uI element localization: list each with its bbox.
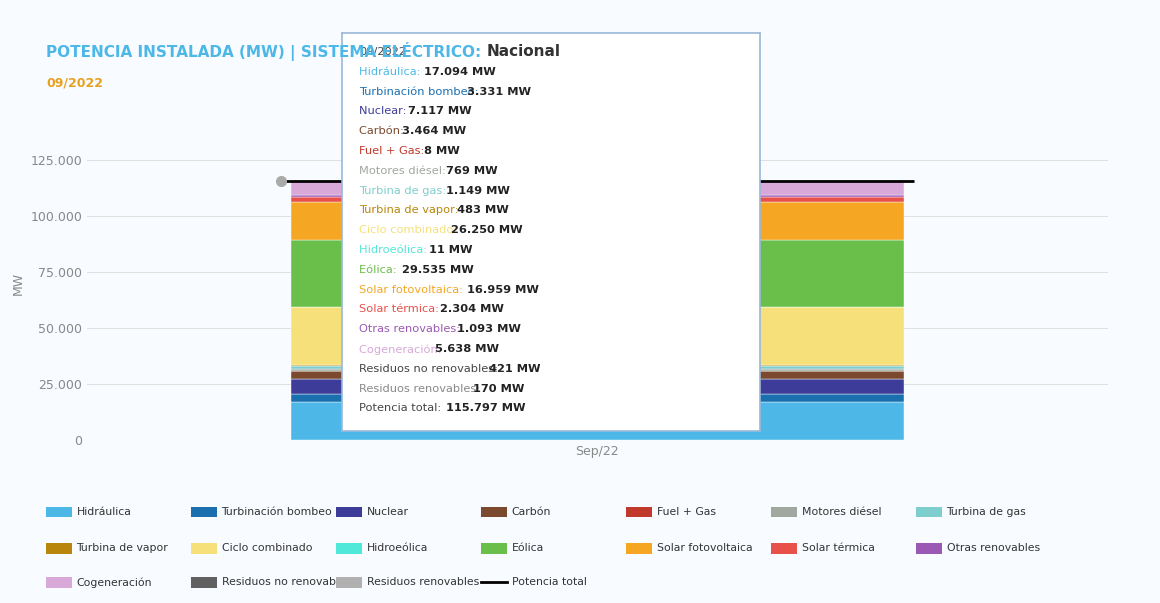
Text: 1.149 MW: 1.149 MW	[445, 186, 509, 195]
Text: 7.117 MW: 7.117 MW	[408, 107, 471, 116]
Text: Cogeneración: Cogeneración	[77, 577, 152, 588]
Text: Otras renovables: Otras renovables	[947, 543, 1039, 553]
Text: Motores diésel:: Motores diésel:	[358, 166, 449, 176]
Text: Otras renovables:: Otras renovables:	[358, 324, 464, 334]
Bar	[291, 241, 904, 306]
Text: Eólica: Eólica	[512, 543, 544, 553]
Text: Potencia total: Potencia total	[512, 578, 587, 587]
Text: 5.638 MW: 5.638 MW	[435, 344, 499, 354]
Text: Solar fotovoltaica: Solar fotovoltaica	[657, 543, 752, 553]
Text: 1.093 MW: 1.093 MW	[457, 324, 521, 334]
Text: 09/2022: 09/2022	[358, 47, 406, 57]
Text: 769 MW: 769 MW	[445, 166, 498, 176]
Bar	[291, 367, 904, 369]
Text: Fuel + Gas:: Fuel + Gas:	[358, 146, 428, 156]
Text: Nuclear:: Nuclear:	[358, 107, 409, 116]
Text: Ciclo combinado:: Ciclo combinado:	[358, 226, 461, 235]
Text: Nacional: Nacional	[487, 44, 561, 58]
Text: Residuos no renovables:: Residuos no renovables:	[358, 364, 501, 374]
Bar	[291, 371, 904, 379]
Text: Carbón:: Carbón:	[358, 126, 407, 136]
Text: Turbina de vapor:: Turbina de vapor:	[358, 206, 462, 215]
Text: Turbina de gas: Turbina de gas	[947, 507, 1027, 517]
Text: 29.535 MW: 29.535 MW	[403, 265, 474, 275]
Text: Eólica:: Eólica:	[358, 265, 400, 275]
Text: 09/2022: 09/2022	[46, 76, 103, 89]
Text: Hidráulica: Hidráulica	[77, 507, 131, 517]
Bar	[291, 369, 904, 371]
Bar	[291, 306, 904, 365]
Text: Motores diésel: Motores diésel	[802, 507, 882, 517]
Text: 16.959 MW: 16.959 MW	[467, 285, 539, 295]
Bar	[291, 197, 904, 203]
Text: Residuos renovables:: Residuos renovables:	[358, 384, 484, 394]
Text: 3.331 MW: 3.331 MW	[467, 87, 531, 96]
Y-axis label: MW: MW	[12, 272, 24, 295]
Text: Potencia total:: Potencia total:	[358, 403, 444, 414]
Text: 3.464 MW: 3.464 MW	[403, 126, 466, 136]
Text: Solar térmica:: Solar térmica:	[358, 305, 442, 314]
Text: Cogeneración:: Cogeneración:	[358, 344, 445, 355]
Text: Fuel + Gas: Fuel + Gas	[657, 507, 716, 517]
Text: Residuos renovables: Residuos renovables	[367, 578, 479, 587]
Text: Solar térmica: Solar térmica	[802, 543, 875, 553]
Text: Turbinación bombeo:: Turbinación bombeo:	[358, 87, 483, 96]
Text: 26.250 MW: 26.250 MW	[451, 226, 523, 235]
Text: Hidroeólica: Hidroeólica	[367, 543, 428, 553]
Text: 11 MW: 11 MW	[429, 245, 473, 255]
Text: POTENCIA INSTALADA (MW) | SISTEMA ELÉCTRICO:: POTENCIA INSTALADA (MW) | SISTEMA ELÉCTR…	[46, 42, 487, 61]
Bar	[291, 365, 904, 367]
Text: Turbinación bombeo: Turbinación bombeo	[222, 507, 332, 517]
Bar	[291, 203, 904, 241]
Text: 170 MW: 170 MW	[473, 384, 524, 394]
Text: Solar fotovoltaica:: Solar fotovoltaica:	[358, 285, 466, 295]
Text: Carbón: Carbón	[512, 507, 551, 517]
Text: 115.797 MW: 115.797 MW	[445, 403, 525, 414]
Text: 421 MW: 421 MW	[490, 364, 541, 374]
Text: Residuos no renovables: Residuos no renovables	[222, 578, 351, 587]
Text: Hidráulica:: Hidráulica:	[358, 67, 425, 77]
Bar	[291, 394, 904, 402]
Text: 8 MW: 8 MW	[425, 146, 459, 156]
Text: Hidroeólica:: Hidroeólica:	[358, 245, 430, 255]
Bar	[291, 402, 904, 440]
Text: 17.094 MW: 17.094 MW	[425, 67, 495, 77]
Bar	[291, 379, 904, 394]
Text: 2.304 MW: 2.304 MW	[441, 305, 505, 314]
Text: 483 MW: 483 MW	[457, 206, 508, 215]
Text: Turbina de gas:: Turbina de gas:	[358, 186, 450, 195]
Bar	[291, 182, 904, 195]
Text: Turbina de vapor: Turbina de vapor	[77, 543, 168, 553]
Text: Ciclo combinado: Ciclo combinado	[222, 543, 312, 553]
Bar	[291, 195, 904, 197]
Text: Nuclear: Nuclear	[367, 507, 408, 517]
